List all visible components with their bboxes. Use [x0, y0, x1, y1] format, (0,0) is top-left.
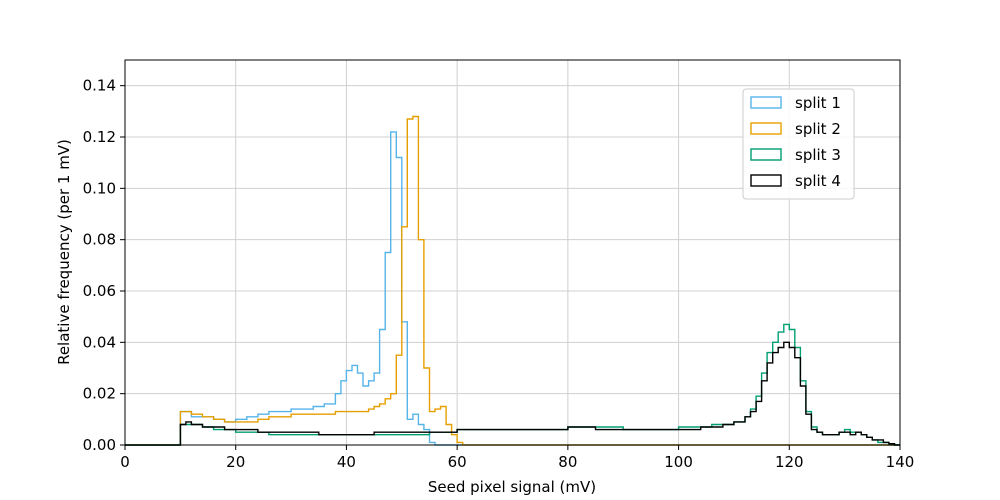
series-2-step-line [125, 115, 900, 446]
y-axis: 0.00 0.02 0.04 0.06 0.08 0.10 0.12 0.14 [83, 77, 125, 454]
x-tick-label: 0 [120, 453, 130, 471]
plot-frame [124, 59, 901, 446]
legend-label: split 1 [795, 94, 841, 112]
series-4-step-line [125, 341, 900, 446]
legend-label: split 3 [795, 146, 841, 164]
y-tick-label: 0.10 [83, 179, 116, 197]
legend: split 1 split 2 split 3 split 4 [742, 88, 855, 200]
x-tick-label: 20 [226, 453, 245, 471]
y-tick-label: 0.00 [83, 436, 116, 454]
legend-box [742, 88, 855, 200]
y-axis-label: Relative frequency (per 1 mV) [55, 139, 73, 365]
x-tick-label: 80 [558, 453, 577, 471]
legend-swatch [750, 174, 782, 187]
x-tick-label: 100 [664, 453, 693, 471]
y-tick-label: 0.12 [83, 128, 116, 146]
series-3-step-line [125, 323, 900, 446]
x-tick-label: 40 [337, 453, 356, 471]
x-axis-label: Seed pixel signal (mV) [428, 478, 596, 496]
legend-swatch [750, 122, 782, 135]
x-tick-label: 60 [448, 453, 467, 471]
x-tick-label: 120 [775, 453, 804, 471]
series-layer [125, 115, 900, 446]
x-axis: 0 20 40 60 80 100 120 140 [120, 445, 914, 471]
legend-swatch [750, 148, 782, 161]
x-tick-label: 140 [886, 453, 915, 471]
y-tick-label: 0.08 [83, 231, 116, 249]
series-1-step-line [125, 131, 900, 446]
legend-label: split 4 [795, 172, 841, 190]
y-tick-label: 0.02 [83, 385, 116, 403]
y-tick-label: 0.14 [83, 77, 116, 95]
legend-swatch [750, 96, 782, 109]
y-tick-label: 0.04 [83, 333, 116, 351]
y-tick-label: 0.06 [83, 282, 116, 300]
legend-label: split 2 [795, 120, 841, 138]
